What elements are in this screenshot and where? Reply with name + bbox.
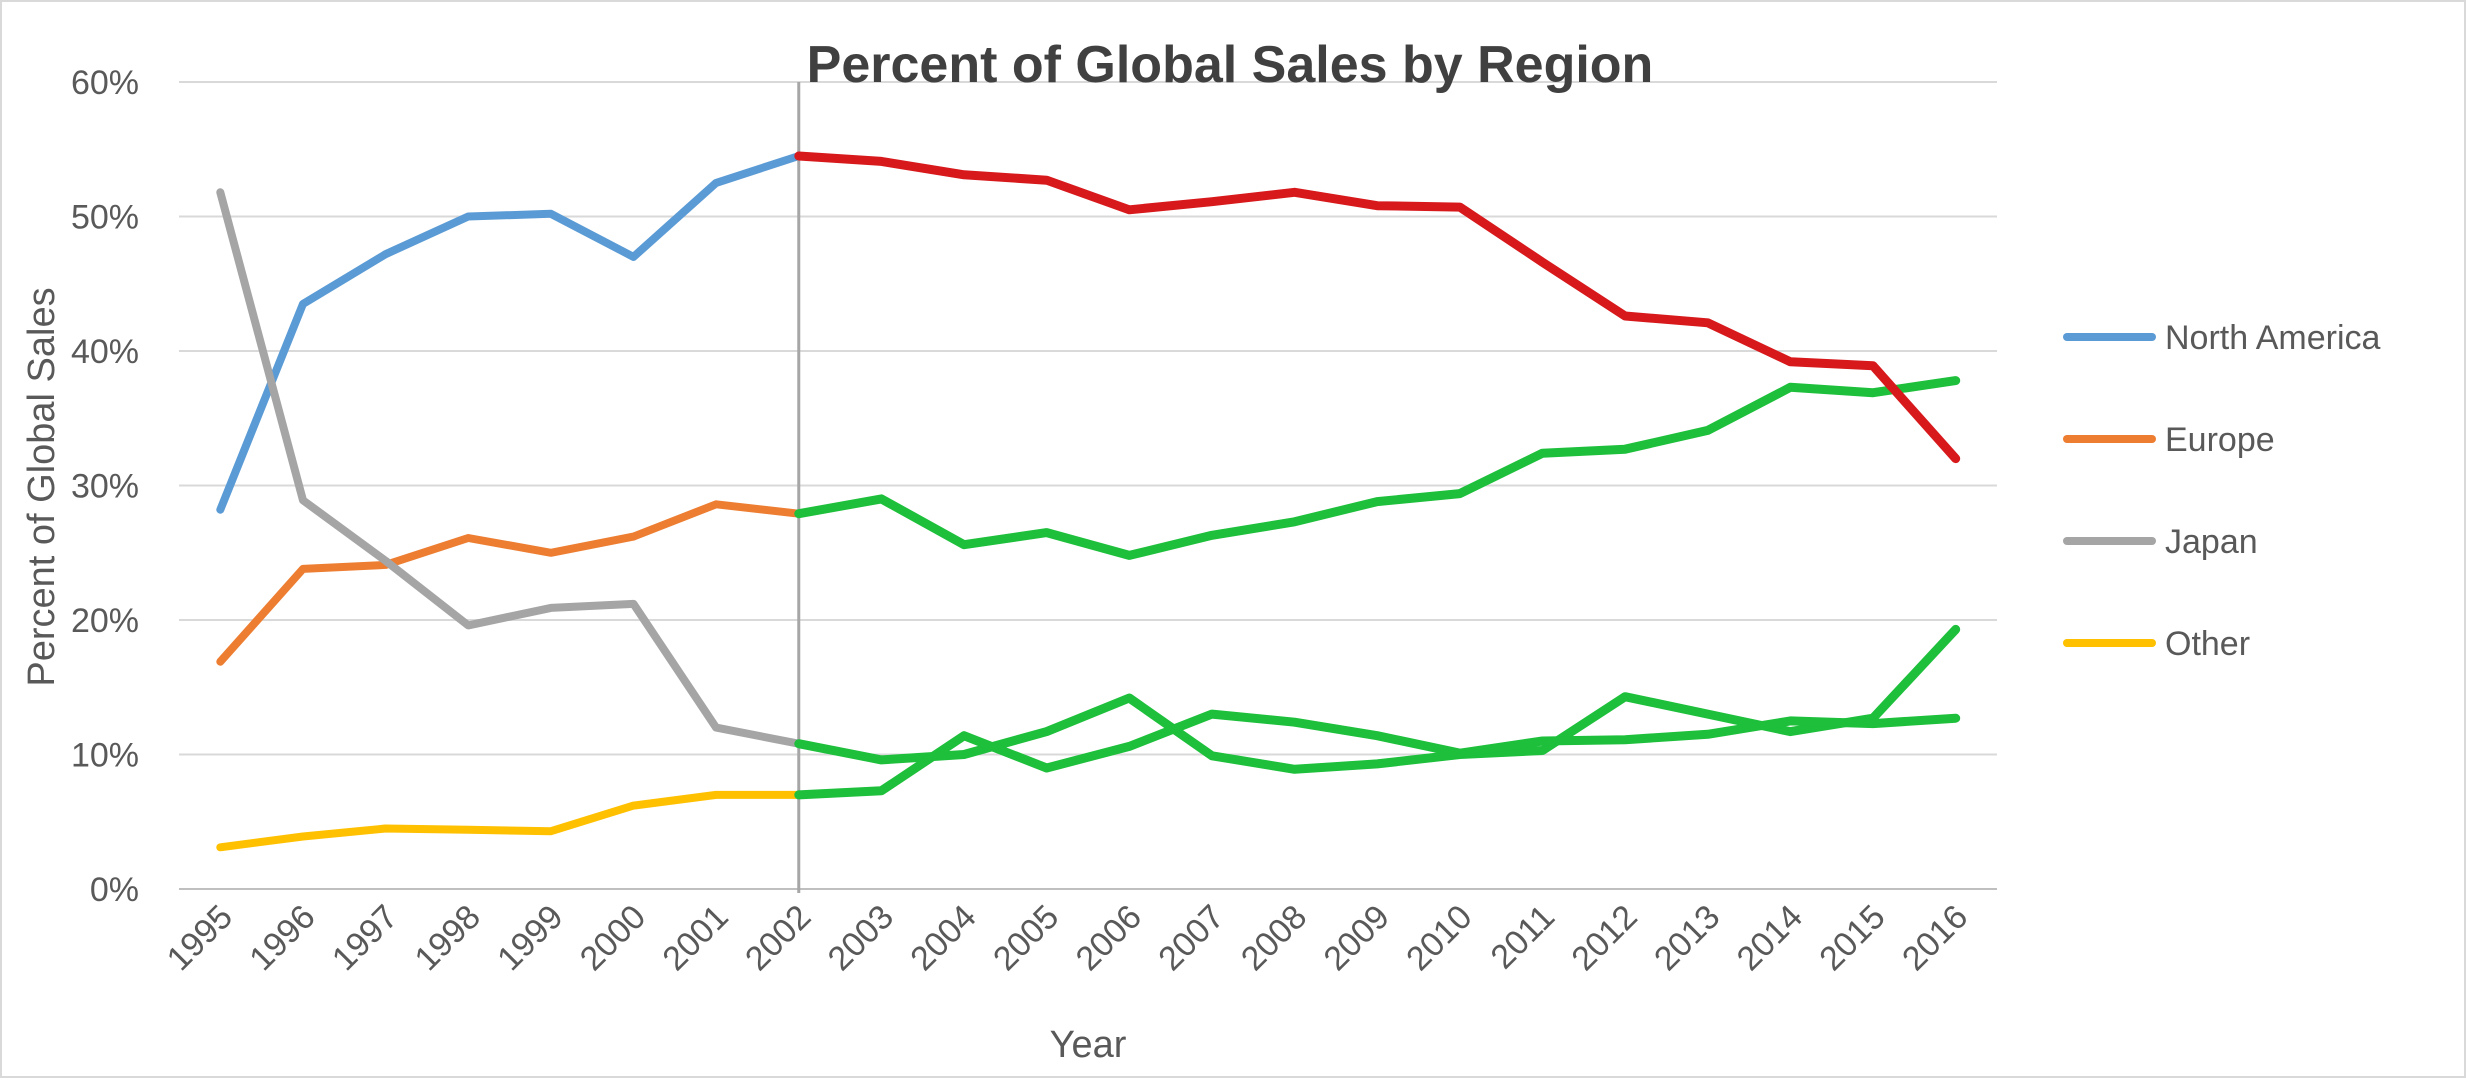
x-tick-label: 2010 — [1399, 898, 1479, 978]
series-line-europe — [216, 500, 803, 666]
x-tick-label: 2005 — [986, 898, 1066, 978]
x-tick-label: 2000 — [573, 898, 653, 978]
y-tick-label: 20% — [71, 602, 139, 640]
x-tick-label: 2003 — [821, 898, 901, 978]
x-tick-label: 2006 — [1069, 898, 1149, 978]
x-tick-label: 1998 — [408, 898, 488, 978]
x-tick-label: 2014 — [1730, 898, 1810, 978]
series-lines — [216, 151, 1961, 852]
x-tick-label: 2009 — [1317, 898, 1397, 978]
legend-label-japan: Japan — [2165, 523, 2258, 561]
x-tick-label: 1996 — [242, 898, 322, 978]
series-line-north-america — [216, 152, 803, 514]
x-tick-label: 2008 — [1234, 898, 1314, 978]
x-tick-label: 1995 — [160, 898, 240, 978]
x-tick-label: 2002 — [738, 898, 818, 978]
y-tick-label: 10% — [71, 737, 139, 775]
x-tick-label: 2015 — [1812, 898, 1892, 978]
x-axis-title: Year — [1050, 1024, 1127, 1066]
series-line-japan — [216, 188, 803, 748]
y-tick-label: 0% — [90, 871, 139, 909]
x-tick-label: 1999 — [490, 898, 570, 978]
legend-label-north-america: North America — [2165, 319, 2380, 357]
series-highlight-japan — [794, 624, 1961, 774]
series-highlight-europe — [794, 376, 1961, 560]
x-tick-label: 2012 — [1564, 898, 1644, 978]
gridlines — [179, 81, 1997, 890]
series-line-other — [216, 790, 803, 852]
series-highlight-north-america — [794, 151, 1961, 464]
x-tick-label: 2013 — [1647, 898, 1727, 978]
y-tick-label: 60% — [71, 64, 139, 102]
y-tick-label: 30% — [71, 468, 139, 506]
x-tick-label: 2004 — [903, 898, 983, 978]
x-axis-ticks: 1995 1996 1997 1998 1999 2000 2001 2002 2003 2004… — [160, 898, 1976, 978]
x-tick-label: 2011 — [1484, 898, 1563, 977]
y-tick-label: 50% — [71, 199, 139, 237]
series-highlight-other — [794, 709, 1961, 800]
x-tick-label: 2001 — [655, 898, 735, 978]
y-axis-ticks: 0% 10% 20% 30% 40% 50% 60% — [71, 64, 139, 909]
legend-label-other: Other — [2165, 625, 2250, 663]
x-tick-label: 2016 — [1895, 898, 1975, 978]
legend-label-europe: Europe — [2165, 421, 2275, 459]
y-axis-title: Percent of Global Sales — [21, 287, 63, 686]
y-tick-label: 40% — [71, 333, 139, 371]
chart-title: Percent of Global Sales by Region — [807, 36, 1654, 94]
x-tick-label: 2007 — [1151, 898, 1231, 978]
x-tick-label: 1997 — [325, 898, 405, 978]
legend: North America Europe Japan Other — [2063, 319, 2380, 663]
